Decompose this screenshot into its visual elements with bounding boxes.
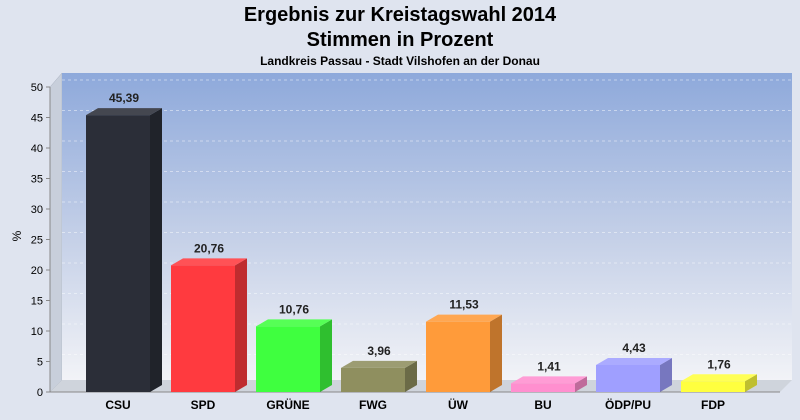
chart-subtitle: Stimmen in Prozent bbox=[306, 29, 494, 51]
category-label: GRÜNE bbox=[266, 397, 309, 412]
data-label: 1,76 bbox=[707, 357, 731, 371]
plot-side-wall bbox=[49, 72, 63, 393]
bar-side bbox=[405, 360, 417, 392]
category-label: ÖDP/PU bbox=[605, 397, 651, 412]
bar-side bbox=[575, 376, 587, 392]
bar-top bbox=[86, 108, 162, 116]
y-tick-label: 40 bbox=[31, 143, 43, 155]
y-tick-labels: 0 5 10 15 20 25 30 35 40 45 50 bbox=[31, 82, 50, 399]
bars: 45,39 20,76 10,76 3,96 11,53 1,41 4,43 1,76 bbox=[86, 91, 757, 392]
bar-fwg: 3,96 bbox=[341, 344, 417, 392]
y-tick-label: 35 bbox=[31, 174, 43, 186]
bar-top bbox=[341, 360, 417, 368]
category-label: BU bbox=[534, 398, 551, 412]
data-label: 4,43 bbox=[622, 341, 646, 355]
category-label: FWG bbox=[359, 398, 387, 412]
bar-spd: 20,76 bbox=[171, 241, 247, 392]
y-tick-label: 30 bbox=[31, 204, 43, 216]
bar-bu: 1,41 bbox=[511, 359, 587, 392]
bar-front bbox=[511, 383, 575, 392]
chart-region-subtitle: Landkreis Passau - Stadt Vilshofen an de… bbox=[260, 54, 540, 68]
y-tick-label: 15 bbox=[31, 296, 43, 308]
category-label: SPD bbox=[191, 398, 216, 412]
bar-front bbox=[171, 265, 235, 392]
chart-title: Ergebnis zur Kreistagswahl 2014 bbox=[243, 4, 557, 26]
y-tick-label: 50 bbox=[31, 82, 43, 94]
bar-front bbox=[596, 364, 660, 392]
bar-üw: 11,53 bbox=[426, 298, 502, 392]
bar-side bbox=[235, 258, 247, 392]
data-label: 10,76 bbox=[279, 302, 309, 316]
bar-side bbox=[150, 108, 162, 392]
category-label: FDP bbox=[701, 398, 725, 412]
bar-grüne: 10,76 bbox=[256, 302, 332, 392]
bar-front bbox=[341, 367, 405, 392]
data-label: 45,39 bbox=[109, 91, 139, 105]
data-label: 3,96 bbox=[367, 344, 391, 358]
y-tick-label: 5 bbox=[37, 357, 43, 369]
bar-side bbox=[490, 314, 502, 392]
data-label: 20,76 bbox=[194, 241, 224, 255]
y-tick-label: 25 bbox=[31, 235, 43, 247]
x-tick-labels: CSU SPD GRÜNE FWG ÜW BU ÖDP/PU FDP bbox=[105, 397, 725, 412]
category-label: CSU bbox=[105, 398, 130, 412]
bar-side bbox=[660, 357, 672, 392]
bar-csu: 45,39 bbox=[86, 91, 162, 392]
bar-side bbox=[320, 319, 332, 392]
bar-top bbox=[511, 376, 587, 384]
bar-top bbox=[256, 319, 332, 327]
bar-front bbox=[86, 115, 150, 392]
bar-ödp/pu: 4,43 bbox=[596, 341, 672, 392]
y-axis-label: % bbox=[10, 230, 24, 241]
data-label: 11,53 bbox=[449, 298, 479, 312]
bar-top bbox=[596, 357, 672, 365]
bar-fdp: 1,76 bbox=[681, 357, 757, 392]
y-tick-label: 10 bbox=[31, 326, 43, 338]
bar-side bbox=[745, 374, 757, 392]
bar-top bbox=[171, 258, 247, 266]
bar-top bbox=[426, 314, 502, 322]
bar-front bbox=[256, 326, 320, 392]
category-label: ÜW bbox=[448, 397, 469, 412]
bar-front bbox=[426, 321, 490, 392]
data-label: 1,41 bbox=[537, 359, 561, 373]
bar-front bbox=[681, 381, 745, 392]
y-tick-label: 45 bbox=[31, 113, 43, 125]
y-tick-label: 0 bbox=[37, 387, 43, 399]
y-tick-label: 20 bbox=[31, 265, 43, 277]
bar-top bbox=[681, 374, 757, 382]
